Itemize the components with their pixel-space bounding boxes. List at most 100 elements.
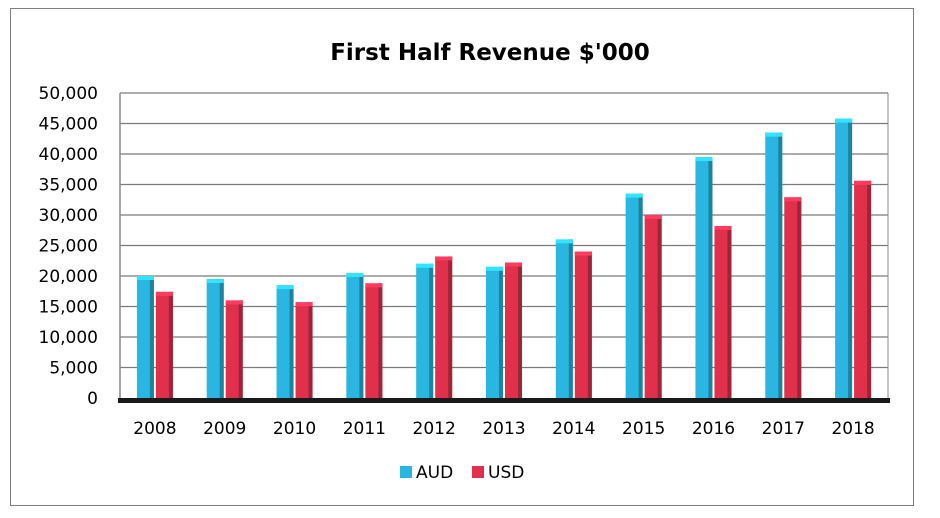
y-tick-label: 35,000: [39, 176, 98, 196]
x-tick-label: 2016: [692, 419, 735, 439]
bar-top-highlight: [136, 276, 154, 280]
x-tick-label: 2011: [343, 419, 386, 439]
bar-aud-2011: [346, 272, 364, 398]
bar-top-highlight: [784, 197, 802, 202]
chart-title: First Half Revenue $'000: [330, 40, 650, 66]
x-tick-label: 2008: [133, 419, 176, 439]
bar-face: [574, 251, 592, 398]
bar-top-highlight: [835, 118, 853, 123]
bar-usd-2010: [295, 302, 313, 398]
bar-usd-2016: [714, 225, 732, 398]
bar-face: [136, 276, 154, 398]
bar-face: [625, 193, 643, 398]
legend-label-aud: AUD: [416, 463, 453, 483]
x-axis-floor: [118, 398, 890, 403]
bar-usd-2014: [574, 251, 592, 398]
bar-side-shade: [708, 157, 713, 398]
bar-top-highlight: [555, 239, 573, 244]
bar-side-shade: [168, 291, 173, 398]
bar-usd-2011: [365, 283, 383, 398]
bar-top-highlight: [206, 279, 224, 284]
bar-side-shade: [638, 193, 643, 398]
bar-face: [295, 302, 313, 398]
bar-top-highlight: [346, 272, 364, 277]
legend-label-usd: USD: [488, 463, 524, 483]
bar-aud-2014: [555, 239, 573, 398]
bar-top-highlight: [505, 262, 522, 267]
y-tick-labels: 0 5,000 10,000 15,000 20,000 25,000 30,000 35,0…: [39, 84, 98, 409]
y-tick-label: 25,000: [39, 237, 98, 257]
bar-top-highlight: [714, 225, 732, 230]
bar-face: [835, 118, 853, 399]
bar-top-highlight: [765, 132, 783, 137]
bar-usd-2015: [644, 215, 662, 398]
bar-side-shade: [448, 256, 453, 398]
bar-face: [714, 225, 732, 398]
bar-usd-2017: [784, 197, 802, 398]
bar-aud-2012: [416, 263, 434, 398]
bar-face: [435, 256, 453, 398]
bar-usd-2012: [435, 256, 453, 398]
x-tick-label: 2013: [482, 419, 525, 439]
bar-face: [765, 132, 783, 398]
bar-side-shade: [657, 215, 662, 398]
bar-side-shade: [727, 225, 732, 398]
bar-top-highlight: [625, 193, 643, 198]
bar-aud-2010: [276, 285, 294, 398]
bar-top-highlight: [486, 266, 503, 271]
chart-frame: [10, 8, 914, 506]
bar-aud-2015: [625, 193, 643, 398]
bar-face: [784, 197, 802, 398]
bar-top-highlight: [155, 291, 173, 296]
bar-face: [695, 157, 713, 398]
y-tick-label: 10,000: [39, 328, 98, 348]
y-tick-label: 40,000: [39, 145, 98, 165]
x-tick-label: 2009: [203, 419, 246, 439]
bar-side-shade: [289, 285, 294, 398]
bar-aud-2016: [695, 157, 713, 398]
bar-face: [555, 239, 573, 398]
legend: AUD USD: [400, 463, 524, 483]
bar-top-highlight: [854, 180, 872, 185]
bars: [136, 118, 872, 399]
bar-aud-2009: [206, 279, 224, 398]
y-tick-label: 20,000: [39, 267, 98, 287]
y-tick-label: 45,000: [39, 115, 98, 135]
bar-face: [644, 215, 662, 398]
bar-face: [365, 283, 383, 398]
legend-swatch-usd: [472, 466, 484, 478]
bar-side-shade: [378, 283, 383, 398]
bar-side-shade: [518, 262, 522, 398]
bar-face: [225, 300, 243, 398]
bar-side-shade: [568, 239, 573, 398]
bar-side-shade: [359, 272, 364, 398]
bar-side-shade: [778, 132, 783, 398]
bar-usd-2008: [155, 291, 173, 398]
bar-top-highlight: [276, 285, 294, 290]
bar-side-shade: [848, 118, 853, 399]
bar-aud-2013: [486, 266, 503, 398]
bar-aud-2008: [136, 276, 154, 398]
bar-face: [854, 180, 872, 398]
bar-face: [486, 266, 503, 398]
bar-side-shade: [149, 276, 154, 398]
bar-top-highlight: [295, 302, 313, 307]
bar-top-highlight: [644, 215, 662, 219]
y-tick-label: 30,000: [39, 206, 98, 226]
x-tick-label: 2017: [762, 419, 805, 439]
bar-top-highlight: [365, 283, 383, 288]
bar-top-highlight: [416, 263, 434, 268]
bar-face: [346, 272, 364, 398]
bar-usd-2009: [225, 300, 243, 398]
bar-side-shade: [219, 279, 224, 398]
bar-face: [416, 263, 434, 398]
bar-usd-2013: [505, 262, 522, 398]
x-tick-label: 2010: [273, 419, 316, 439]
bar-aud-2017: [765, 132, 783, 398]
bar-face: [206, 279, 224, 398]
bar-side-shade: [587, 251, 592, 398]
bar-top-highlight: [435, 256, 453, 261]
y-tick-label: 5,000: [49, 359, 98, 379]
bar-side-shade: [797, 197, 802, 398]
